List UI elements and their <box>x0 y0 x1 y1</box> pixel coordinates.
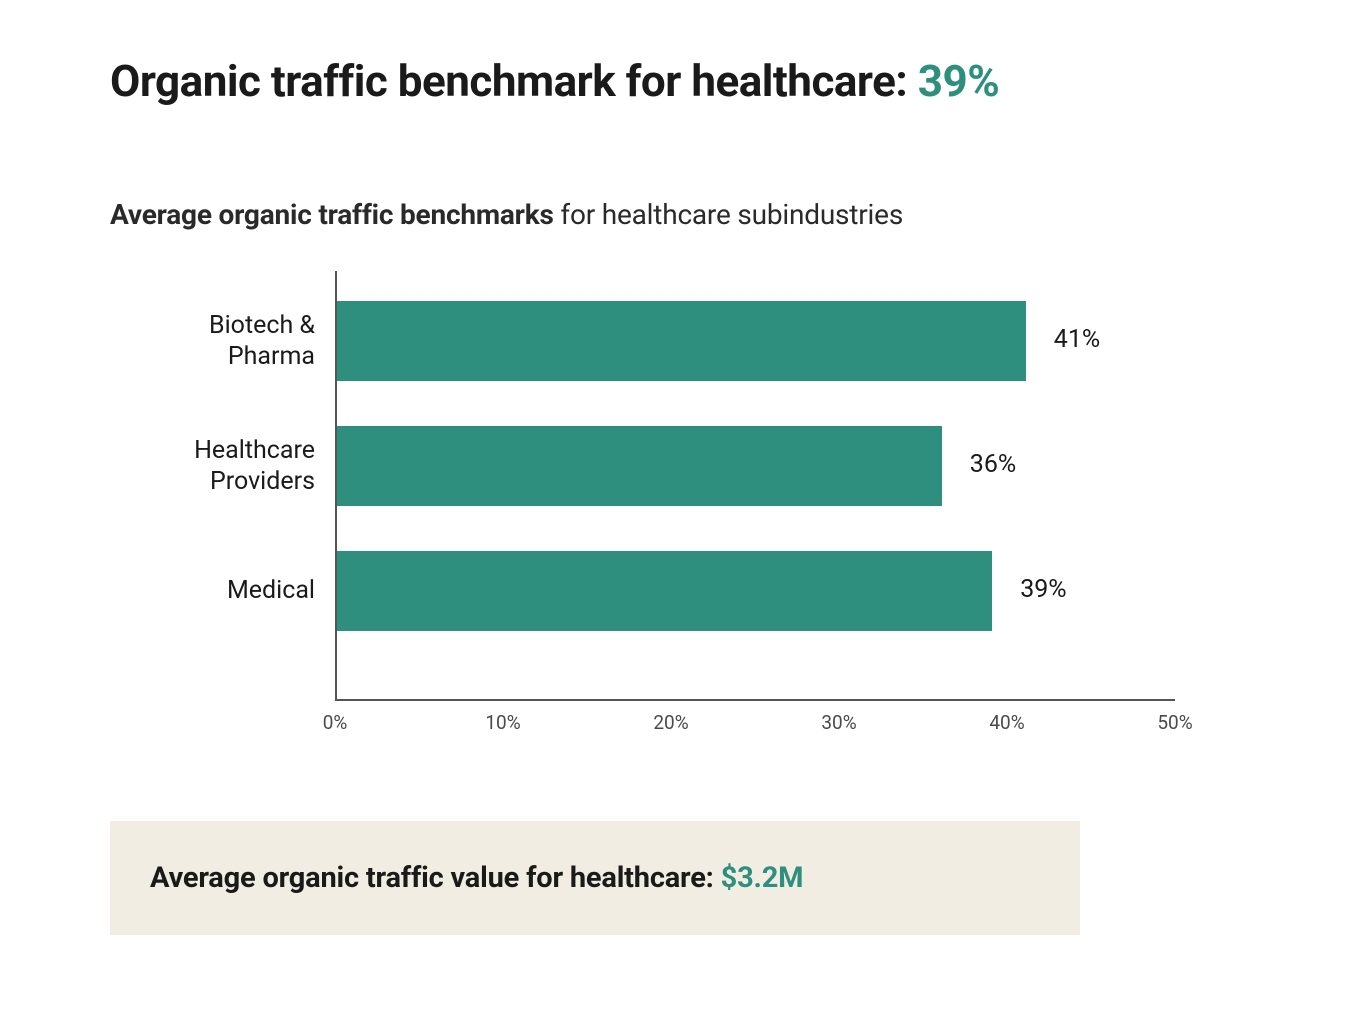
x-tick-label: 20% <box>653 711 688 734</box>
x-tick-label: 0% <box>323 711 348 734</box>
x-tick-label: 30% <box>821 711 856 734</box>
bar <box>337 426 942 506</box>
category-label: Biotech &Pharma <box>110 310 315 373</box>
x-tick-label: 50% <box>1157 711 1192 734</box>
callout-value: $3.2M <box>721 861 804 895</box>
plot-area: 41%36%39%0%10%20%30%40%50% <box>335 271 1175 701</box>
bar-value-label: 39% <box>1020 575 1066 604</box>
bar-chart: 41% 36% 39% 0% 10% 20% 30% 40% 50% Biotech &Phar… <box>110 271 1230 751</box>
subtitle-rest: for healthcare subindustries <box>554 198 903 231</box>
x-tick-label: 40% <box>989 711 1024 734</box>
chart-subtitle: Average organic traffic benchmarks for h… <box>110 198 1238 231</box>
title-prefix: Organic traffic benchmark for healthcare… <box>110 55 918 107</box>
category-label: HealthcareProviders <box>110 435 315 498</box>
page-title: Organic traffic benchmark for healthcare… <box>110 55 1238 108</box>
bar <box>337 301 1026 381</box>
callout-box: Average organic traffic value for health… <box>110 821 1080 935</box>
bar-value-label: 36% <box>970 450 1016 479</box>
x-tick-label: 10% <box>485 711 520 734</box>
bar <box>337 551 992 631</box>
x-axis <box>335 699 1175 701</box>
category-label: Medical <box>110 575 315 606</box>
callout-prefix: Average organic traffic value for health… <box>150 861 721 895</box>
subtitle-bold: Average organic traffic benchmarks <box>110 198 554 231</box>
title-value: 39% <box>918 55 1000 107</box>
bar-value-label: 41% <box>1054 325 1100 354</box>
